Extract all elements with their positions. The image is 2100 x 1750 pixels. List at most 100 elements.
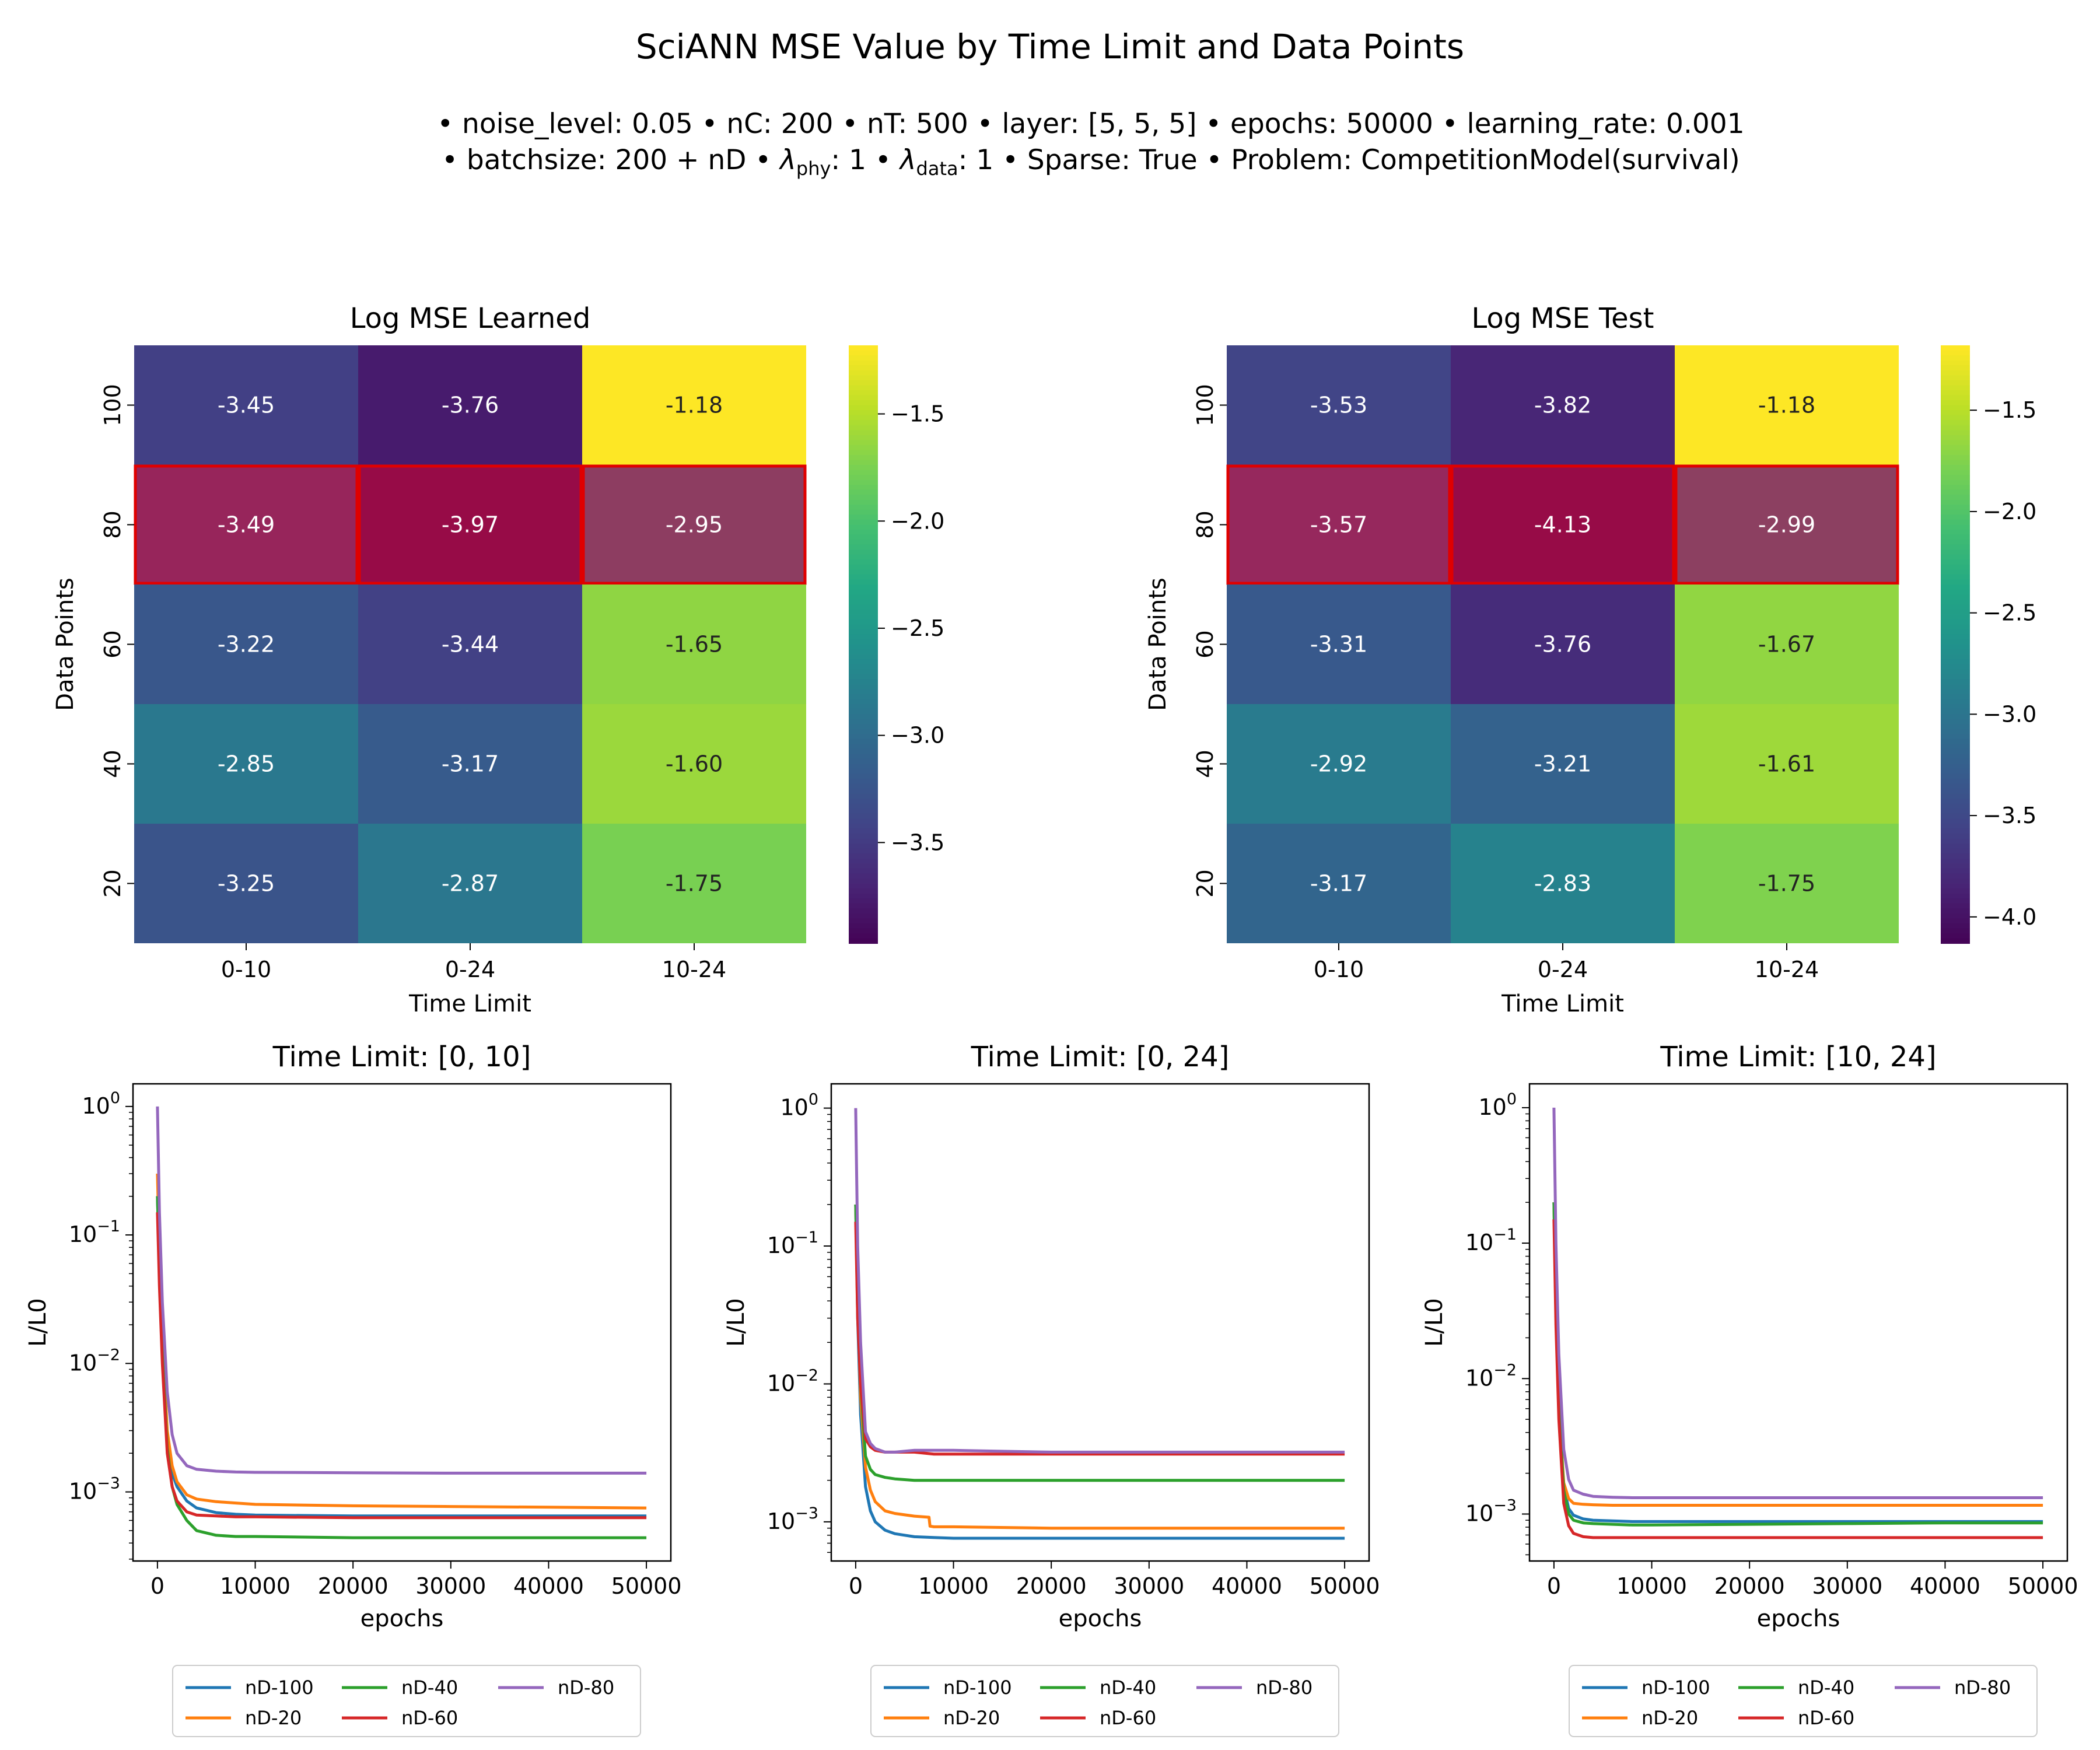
y-tick-base: 10: [767, 1508, 795, 1534]
colorbar-segment: [849, 789, 878, 794]
x-tick-label: 40000: [513, 1573, 584, 1599]
y-tick-label: 20: [100, 869, 125, 897]
colorbar-segment: [849, 454, 878, 461]
colorbar-segment: [1941, 444, 1970, 451]
y-tick-label: 40: [1192, 750, 1218, 778]
colorbar-tick-label: −3.0: [1983, 701, 2036, 727]
colorbar-segment: [849, 659, 878, 665]
colorbar-segment: [849, 360, 878, 366]
y-tick-exponent: −1: [795, 1228, 818, 1247]
x-tick-label: 30000: [1812, 1573, 1882, 1599]
colorbar-segment: [849, 799, 878, 804]
series-line-nD-80: [1552, 1107, 2043, 1499]
colorbar-segment: [1941, 509, 1970, 516]
colorbar-segment: [849, 594, 878, 600]
colorbar-segment: [1941, 355, 1970, 361]
colorbar-segment: [1941, 495, 1970, 501]
legend-box: [870, 1665, 1339, 1737]
colorbar-segment: [1941, 564, 1970, 570]
x-tick-label: 20000: [1714, 1573, 1785, 1599]
colorbar-segment: [849, 828, 878, 835]
heatmap-cell: [358, 345, 582, 465]
colorbar-segment: [1941, 654, 1970, 660]
cell-value-label: -1.75: [1758, 871, 1815, 897]
colorbar-segment: [1941, 425, 1970, 431]
colorbar-segment: [1941, 938, 1970, 944]
legend-label: nD-20: [943, 1707, 1000, 1729]
cell-value-label: -1.67: [1758, 632, 1815, 657]
x-tick-label: 0-24: [1538, 957, 1588, 982]
colorbar-segment: [1941, 714, 1970, 720]
legend-label: nD-20: [245, 1707, 302, 1729]
y-axis-label: L/L0: [723, 1298, 750, 1347]
y-tick-label: 100: [82, 1089, 120, 1119]
cell-value-label: -3.31: [1310, 632, 1367, 657]
cell-value-label: -3.45: [218, 393, 275, 418]
colorbar-segment: [849, 444, 878, 451]
heatmap-test: -3.53 -3.82 -1.18 -3.57 -4.13 -2.99 -3.31 -3.76…: [1144, 302, 2036, 1017]
colorbar-segment: [1941, 799, 1970, 804]
y-tick-label: 100: [1192, 384, 1218, 426]
colorbar-segment: [849, 694, 878, 700]
cell-value-label: -1.18: [1758, 393, 1815, 418]
colorbar-segment: [849, 425, 878, 431]
colorbar-segment: [1941, 848, 1970, 855]
cell-value-label: -3.53: [1310, 393, 1367, 418]
cell-value-label: -3.17: [1310, 871, 1367, 897]
colorbar-tick-label: −3.5: [1983, 803, 2036, 828]
highlight-border: [1450, 464, 1675, 585]
y-tick-label: 10−2: [1465, 1361, 1517, 1391]
y-tick-exponent: −2: [795, 1366, 818, 1384]
colorbar-segment: [1941, 704, 1970, 710]
colorbar-segment: [849, 863, 878, 869]
colorbar-segment: [1941, 544, 1970, 551]
lambda-phy-subscript: phy: [796, 158, 831, 180]
x-axis-label: epochs: [360, 1605, 444, 1632]
x-tick-label: 0-24: [445, 957, 495, 982]
colorbar-segment: [1941, 719, 1970, 725]
cell-value-label: -3.82: [1534, 393, 1591, 418]
colorbar-segment: [1941, 440, 1970, 446]
colorbar-segment: [1941, 789, 1970, 794]
colorbar-segment: [1941, 878, 1970, 884]
colorbar-segment: [849, 704, 878, 710]
colorbar-segment: [849, 908, 878, 914]
colorbar-segment: [1941, 888, 1970, 894]
legend-label: nD-60: [1100, 1707, 1156, 1729]
x-tick-label: 10000: [918, 1573, 989, 1599]
legend-label: nD-100: [1642, 1676, 1710, 1699]
colorbar-segment: [849, 564, 878, 570]
colorbar-segment: [849, 719, 878, 725]
colorbar-tick-label: −3.5: [891, 830, 944, 855]
cell-value-label: -3.57: [1310, 512, 1367, 538]
colorbar-segment: [849, 495, 878, 501]
colorbar-segment: [1941, 764, 1970, 770]
colorbar-segment: [1941, 420, 1970, 426]
colorbar-segment: [849, 375, 878, 381]
colorbar-segment: [1941, 405, 1970, 411]
highlight-overlay: [1451, 465, 1675, 584]
heatmap-cell: [358, 824, 582, 943]
colorbar-tick-label: −1.5: [1983, 397, 2036, 423]
colorbar-segment: [849, 395, 878, 401]
colorbar-segment: [1941, 554, 1970, 561]
y-tick-base: 10: [69, 1479, 97, 1504]
colorbar-segment: [1941, 489, 1970, 496]
x-tick-label: 0-10: [221, 957, 271, 982]
colorbar-segment: [849, 420, 878, 426]
series-line-nD-80: [156, 1106, 647, 1475]
colorbar-segment: [849, 913, 878, 919]
colorbar-segment: [1941, 345, 1970, 351]
colorbar-segment: [849, 898, 878, 904]
colorbar-segment: [1941, 475, 1970, 481]
y-tick-base: 10: [69, 1350, 97, 1376]
y-tick-base: 10: [1465, 1230, 1493, 1255]
colorbar-segment: [849, 758, 878, 765]
colorbar-segment: [849, 440, 878, 446]
colorbar-segment: [1941, 684, 1970, 690]
colorbar-segment: [1941, 639, 1970, 645]
colorbar-segment: [849, 390, 878, 396]
